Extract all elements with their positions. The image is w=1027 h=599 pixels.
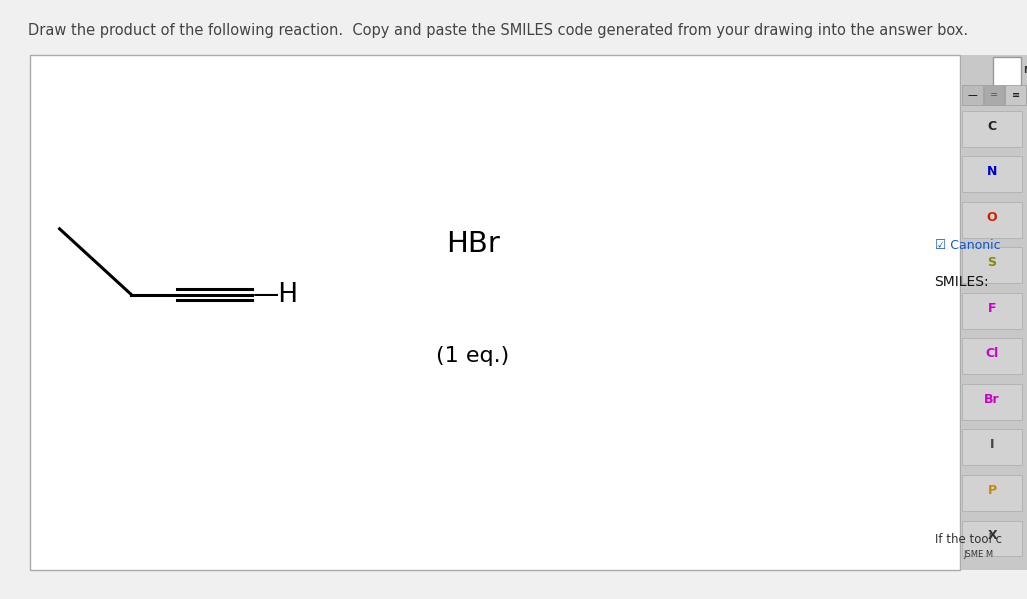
Text: X: X [987,530,997,542]
Text: P: P [988,484,996,497]
Text: I: I [990,438,994,451]
Text: Draw the product of the following reaction.  Copy and paste the SMILES code gene: Draw the product of the following reacti… [28,23,967,38]
Text: C: C [988,120,996,132]
Circle shape [962,58,988,84]
Text: F: F [988,302,996,314]
Text: Br: Br [984,393,1000,406]
Text: =: = [990,90,998,99]
Text: ≡: ≡ [1012,90,1020,99]
Text: O: O [987,211,997,223]
Text: —H: —H [253,282,299,308]
Text: If the tool c: If the tool c [935,533,1001,546]
Text: (1 eq.): (1 eq.) [436,346,509,367]
Text: —: — [967,90,978,99]
Text: NEW: NEW [1023,66,1027,75]
Text: N: N [987,165,997,178]
Text: HBr: HBr [446,231,500,258]
Text: SMILES:: SMILES: [935,274,989,289]
Text: ☑ Canonic: ☑ Canonic [935,239,1000,252]
Text: Cl: Cl [986,347,998,360]
Text: JSME M: JSME M [963,549,993,559]
Text: S: S [988,256,996,269]
